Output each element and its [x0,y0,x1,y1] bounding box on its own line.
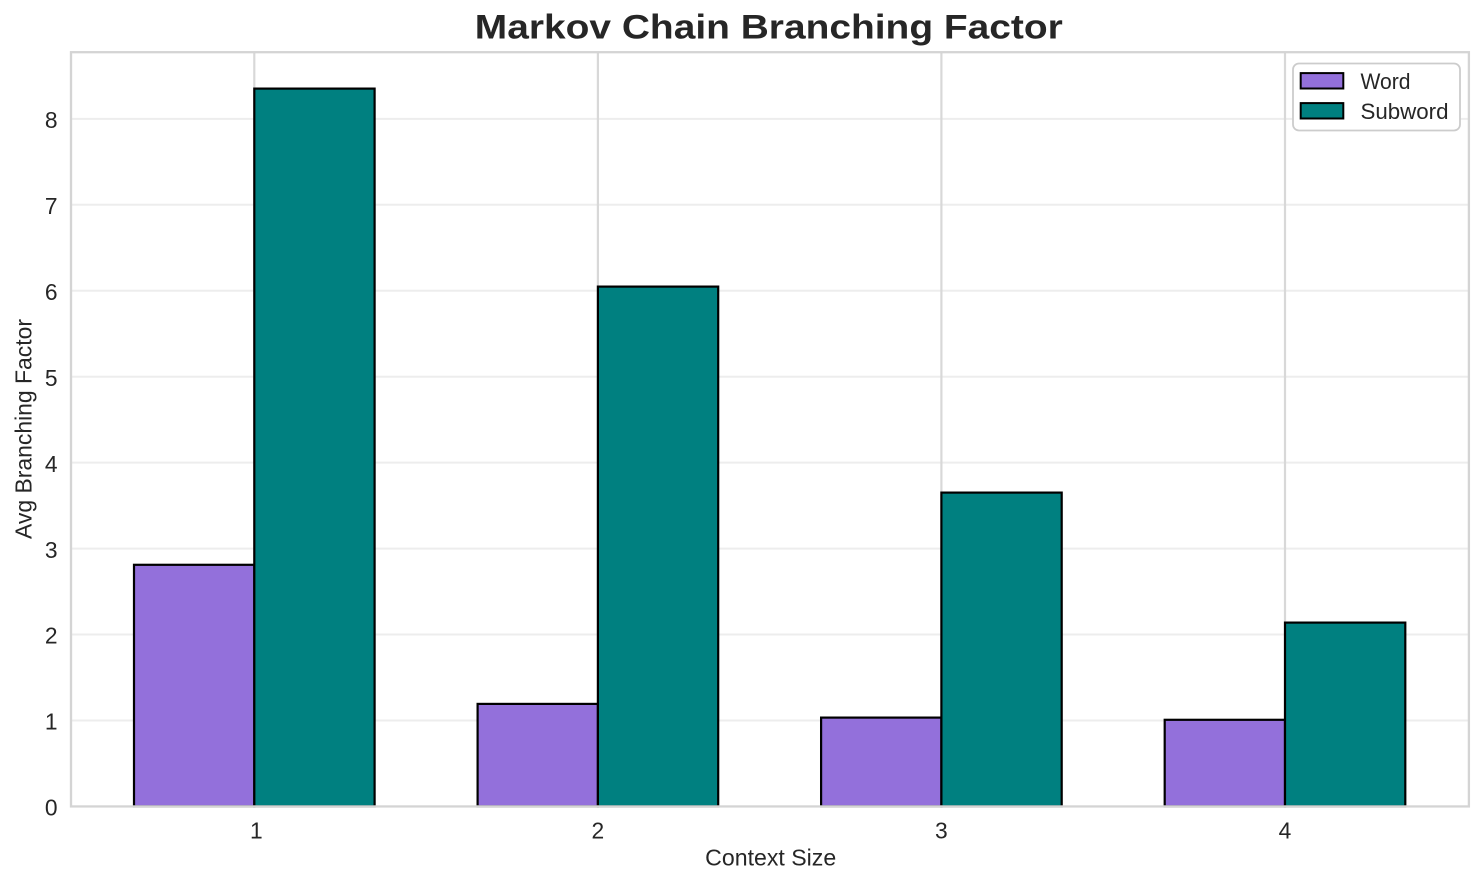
svg-text:Subword: Subword [1361,99,1449,124]
svg-text:4: 4 [1279,817,1292,843]
svg-text:Avg Branching Factor: Avg Branching Factor [11,319,37,539]
svg-text:3: 3 [45,537,58,563]
svg-text:4: 4 [45,451,58,477]
svg-text:5: 5 [45,365,58,391]
svg-text:1: 1 [45,709,58,735]
svg-text:0: 0 [45,795,58,821]
svg-text:2: 2 [45,623,58,649]
svg-text:1: 1 [250,817,263,843]
svg-text:Context Size: Context Size [705,844,836,870]
svg-text:2: 2 [592,817,605,843]
svg-text:6: 6 [45,279,58,305]
svg-text:Word: Word [1361,69,1411,94]
svg-text:3: 3 [935,817,948,843]
svg-text:7: 7 [45,193,58,219]
svg-text:8: 8 [45,107,58,133]
svg-text:Markov Chain Branching Factor: Markov Chain Branching Factor [475,8,1063,46]
